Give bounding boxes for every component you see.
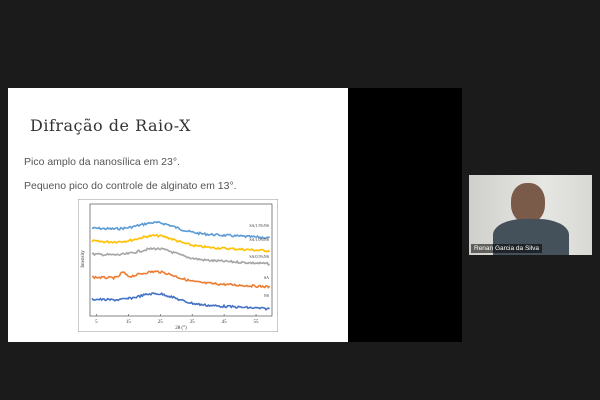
series-label: SA — [264, 275, 269, 280]
x-tick-label: 25 — [158, 320, 164, 325]
series-label: SA/1.0%NS — [249, 237, 269, 242]
x-tick-label: 55 — [254, 320, 260, 325]
plot-frame — [89, 203, 273, 317]
xrd-figure: Intensity 2θ (°) 5 15 25 35 45 55 SA/1.5%NS SA/… — [78, 199, 278, 332]
bullet: Pequeno pico do controle de alginato em … — [24, 180, 237, 192]
xrd-curve — [91, 220, 270, 240]
x-tick-label: 45 — [222, 320, 228, 325]
participant-name: Renan Garcia da Silva — [471, 244, 543, 253]
participant-video: Renan Garcia da Silva — [469, 175, 592, 255]
person-head — [511, 183, 545, 223]
x-tick-label: 5 — [95, 320, 98, 325]
x-tick-label: 15 — [126, 320, 132, 325]
xrd-curve — [91, 269, 271, 289]
shared-screen-margin — [348, 88, 462, 342]
xrd-curve — [91, 233, 271, 253]
series-label: SA/0.5%NS — [249, 254, 269, 259]
xrd-curve — [91, 246, 271, 267]
slide-title: Difração de Raio-X — [30, 116, 191, 135]
bullet: Pico amplo da nanosílica em 23°. — [24, 156, 180, 168]
x-axis-label: 2θ (°) — [175, 326, 187, 331]
xrd-curve — [91, 292, 271, 311]
x-tick-label: 35 — [190, 320, 196, 325]
series-label: NS — [264, 293, 269, 298]
slide: Difração de Raio-X Pico amplo da nanosíl… — [8, 88, 348, 342]
y-axis-label: Intensity — [81, 250, 86, 268]
figure-frame — [78, 199, 278, 332]
series-label: SA/1.5%NS — [249, 223, 269, 228]
